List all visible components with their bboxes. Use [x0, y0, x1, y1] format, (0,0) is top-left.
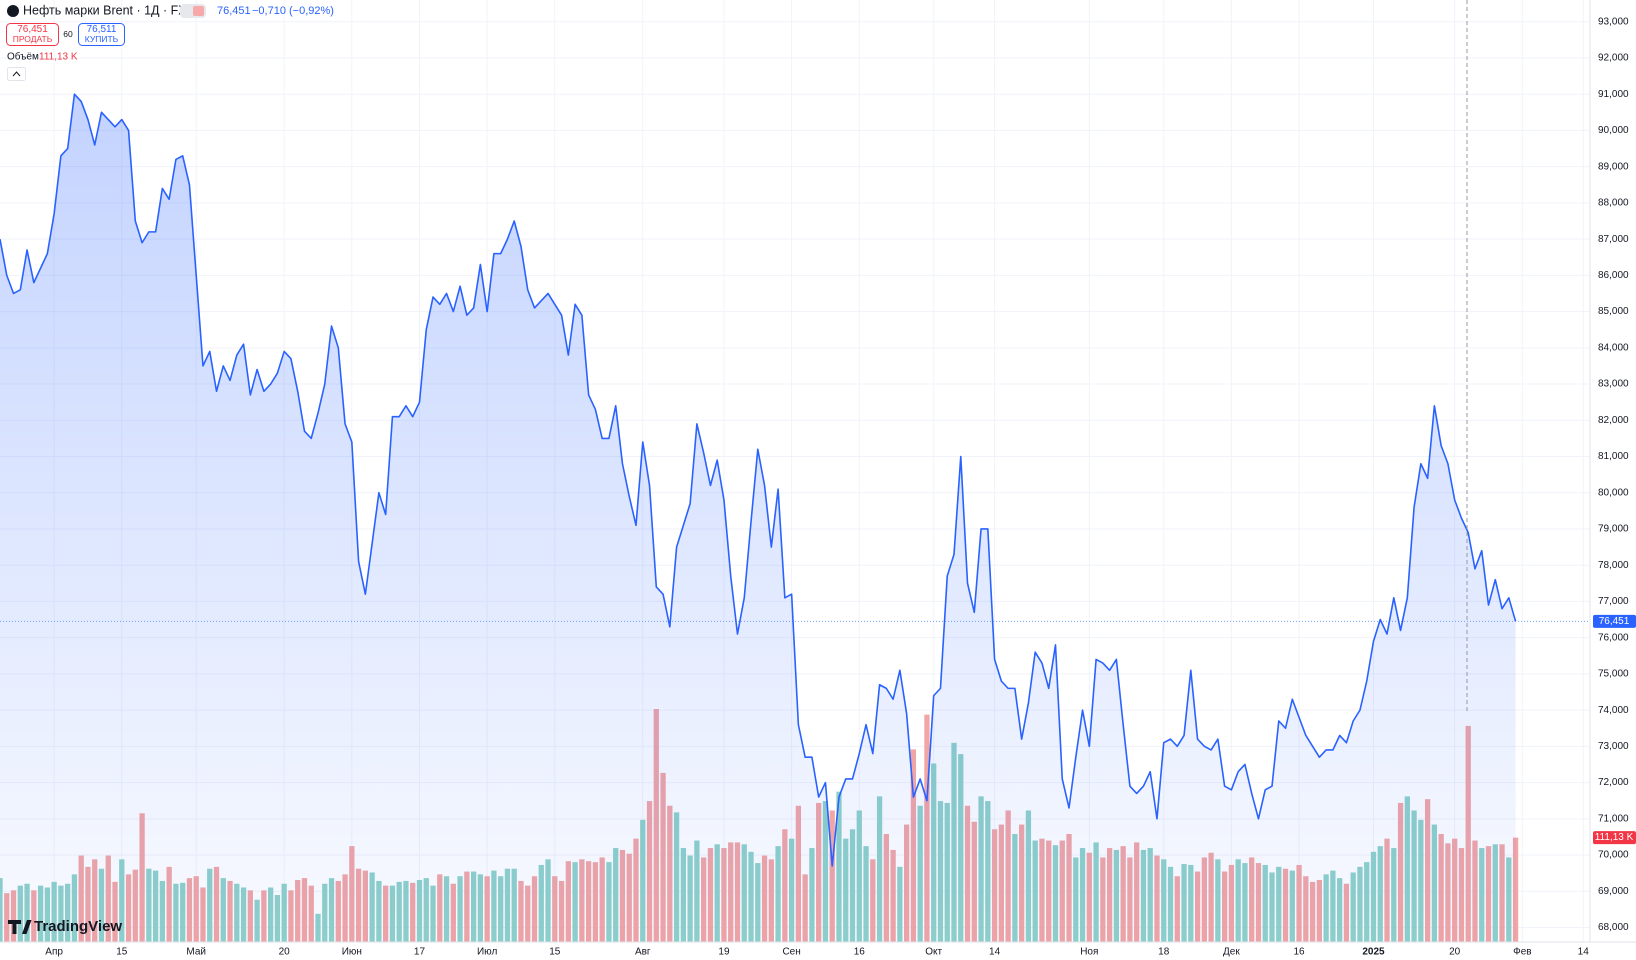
- x-tick-label: Сен: [782, 947, 800, 958]
- sell-button[interactable]: [6, 23, 59, 46]
- x-tick-label: Окт: [925, 947, 942, 958]
- area-fill: [0, 94, 1516, 942]
- x-tick-label: 19: [718, 947, 730, 958]
- symbol-icon: [7, 5, 19, 17]
- x-tick-label: Июн: [342, 947, 362, 958]
- price-line: [0, 93, 1517, 867]
- volume-label: 111,13 K: [1595, 832, 1634, 843]
- volume-legend-value: 111,13 K: [39, 52, 78, 63]
- spread: 60: [63, 29, 73, 39]
- y-tick-label: 72,000: [1598, 777, 1629, 788]
- y-tick-label: 88,000: [1598, 198, 1629, 209]
- last-price-badge: [1593, 614, 1636, 628]
- last-price: 76,451: [217, 5, 251, 17]
- x-tick-label: Фев: [1513, 947, 1531, 958]
- y-tick-label: 77,000: [1598, 596, 1629, 607]
- logo-text[interactable]: TradingView: [34, 918, 122, 935]
- sell-label: ПРОДАТЬ: [13, 34, 53, 44]
- y-tick-label: 73,000: [1598, 741, 1629, 752]
- last-price-label: 76,451: [1599, 616, 1630, 627]
- y-tick-label: 87,000: [1598, 234, 1629, 245]
- price-change: −0,710 (−0,92%): [252, 5, 334, 17]
- y-tick-label: 71,000: [1598, 813, 1629, 824]
- y-tick-label: 92,000: [1598, 53, 1629, 64]
- y-tick-label: 69,000: [1598, 886, 1629, 897]
- x-tick-label: 18: [1158, 947, 1170, 958]
- x-tick-label: Май: [186, 947, 206, 958]
- x-tick-label: Авг: [635, 947, 651, 958]
- flag: [193, 6, 204, 16]
- x-tick-label: 16: [854, 947, 866, 958]
- y-tick-label: 82,000: [1598, 415, 1629, 426]
- y-tick-label: 70,000: [1598, 850, 1629, 861]
- collapse-icon: [12, 71, 21, 77]
- y-tick-label: 68,000: [1598, 922, 1629, 933]
- buy-label: КУПИТЬ: [85, 34, 119, 44]
- volume-bar: [1512, 837, 1519, 942]
- x-tick-label: Ноя: [1080, 947, 1098, 958]
- y-tick-label: 89,000: [1598, 161, 1629, 172]
- x-tick-label: Июл: [477, 947, 497, 958]
- x-tick-label: 14: [1578, 947, 1590, 958]
- y-tick-label: 86,000: [1598, 270, 1629, 281]
- y-tick-label: 74,000: [1598, 705, 1629, 716]
- y-tick-label: 84,000: [1598, 342, 1629, 353]
- buy-button[interactable]: [78, 23, 125, 46]
- symbol-title[interactable]: Нефть марки Brent · 1Д · FX: [23, 3, 187, 17]
- x-tick-label: Дек: [1223, 947, 1240, 958]
- y-tick-label: 79,000: [1598, 524, 1629, 535]
- y-tick-label: 85,000: [1598, 306, 1629, 317]
- axes: 68,000 69,000 70,000 71,000 72,000 73,000 74,0…: [45, 16, 1636, 958]
- volume-badge: [1593, 831, 1636, 845]
- volume-legend: Объём: [7, 51, 39, 63]
- y-tick-label: 81,000: [1598, 451, 1629, 462]
- y-tick-label: 80,000: [1598, 487, 1629, 498]
- logo-icon: [8, 920, 32, 934]
- y-tick-label: 78,000: [1598, 560, 1629, 571]
- x-tick-label: Апр: [45, 947, 63, 958]
- y-tick-label: 75,000: [1598, 669, 1629, 680]
- x-tick-label: 15: [116, 947, 128, 958]
- y-tick-label: 83,000: [1598, 379, 1629, 390]
- x-tick-label: 17: [414, 947, 426, 958]
- y-tick-label: 90,000: [1598, 125, 1629, 136]
- buy-price: 76,511: [87, 24, 117, 35]
- collapse-button[interactable]: [7, 67, 26, 81]
- plot: [0, 93, 1590, 942]
- x-tick-label: 20: [1449, 947, 1461, 958]
- x-tick-label: 20: [279, 947, 291, 958]
- y-tick-label: 76,000: [1598, 632, 1629, 643]
- x-tick-label: 15: [549, 947, 561, 958]
- y-tick-label: 93,000: [1598, 16, 1629, 27]
- y-tick-label: 91,000: [1598, 89, 1629, 100]
- x-tick-label: 14: [989, 947, 1001, 958]
- x-tick-label: 2025: [1362, 947, 1385, 958]
- x-tick-label: 16: [1294, 947, 1306, 958]
- sell-price: 76,451: [17, 24, 48, 35]
